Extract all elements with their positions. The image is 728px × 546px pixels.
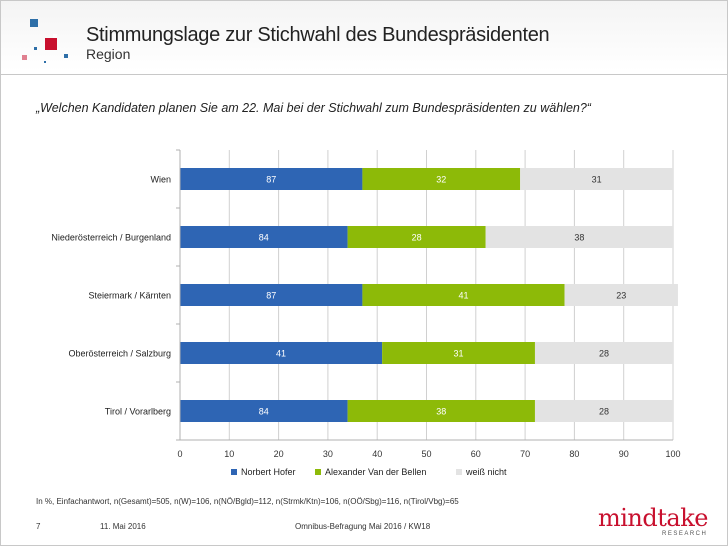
legend-swatch [315, 469, 321, 475]
x-axis: 0 10 20 30 40 50 60 70 80 90 100 [176, 149, 681, 459]
slide-date: 11. Mai 2016 [100, 522, 146, 531]
x-tick-label: 100 [665, 449, 680, 459]
category-labels: Wien Niederösterreich / Burgenland Steierm… [51, 175, 171, 417]
data-label: 28 [412, 233, 422, 243]
bar-segment [362, 284, 565, 306]
bar-segment [520, 168, 673, 190]
legend-label: Norbert Hofer [241, 467, 296, 477]
category-label: Oberösterreich / Salzburg [68, 349, 171, 359]
header-background [1, 1, 727, 71]
data-label: 31 [454, 349, 464, 359]
data-label: 31 [592, 175, 602, 185]
x-tick-label: 30 [323, 449, 333, 459]
legend-swatch [456, 469, 462, 475]
data-label: 41 [276, 349, 286, 359]
x-tick-label: 10 [224, 449, 234, 459]
bar-segment [534, 400, 673, 422]
category-label: Tirol / Vorarlberg [105, 407, 171, 417]
bar-segment [564, 284, 678, 306]
data-label: 87 [266, 291, 276, 301]
slide-subtitle: Region [86, 46, 131, 62]
data-label: 84 [259, 407, 269, 417]
data-label: 38 [574, 233, 584, 243]
legend-label: Alexander Van der Bellen [325, 467, 426, 477]
bar-segment [347, 400, 535, 422]
bars [180, 168, 678, 422]
bar-segment [180, 226, 348, 248]
data-label: 28 [599, 349, 609, 359]
legend: Norbert Hofer Alexander Van der Bellen wei… [231, 467, 507, 477]
bar-segment [180, 284, 363, 306]
bar-segment [180, 168, 363, 190]
bar-segment [534, 342, 673, 364]
data-label: 32 [436, 175, 446, 185]
bar-segment [347, 226, 486, 248]
survey-question: „Welchen Kandidaten planen Sie am 22. Ma… [36, 101, 591, 115]
footnote: In %, Einfachantwort, n(Gesamt)=505, n(W… [36, 497, 459, 506]
category-label: Niederösterreich / Burgenland [51, 233, 171, 243]
x-tick-label: 40 [372, 449, 382, 459]
data-labels: 87 32 31 84 28 38 87 41 23 41 31 28 84 38 28 [259, 175, 626, 417]
data-label: 41 [458, 291, 468, 301]
bar-segment [485, 226, 673, 248]
logo-subtext: RESEARCH [662, 531, 708, 537]
data-label: 28 [599, 407, 609, 417]
data-label: 87 [266, 175, 276, 185]
bar-segment [382, 342, 535, 364]
bar-segment [180, 342, 383, 364]
category-label: Wien [150, 175, 171, 185]
data-label: 38 [436, 407, 446, 417]
page-number: 7 [36, 522, 41, 531]
legend-swatch [231, 469, 237, 475]
x-tick-label: 20 [274, 449, 284, 459]
logo-wordmark: mindtake [598, 504, 708, 532]
x-tick-label: 70 [520, 449, 530, 459]
x-tick-label: 50 [421, 449, 431, 459]
x-tick-label: 0 [177, 449, 182, 459]
x-tick-label: 90 [619, 449, 629, 459]
x-tick-label: 80 [569, 449, 579, 459]
bar-segment [362, 168, 521, 190]
source-note: Omnibus-Befragung Mai 2016 / KW18 [295, 522, 431, 531]
data-label: 23 [616, 291, 626, 301]
slide-title: Stimmungslage zur Stichwahl des Bundespr… [86, 24, 550, 46]
data-label: 84 [259, 233, 269, 243]
x-tick-label: 60 [471, 449, 481, 459]
bar-segment [180, 400, 348, 422]
header-divider [1, 74, 727, 75]
mindtake-logo: mindtake RESEARCH [598, 506, 716, 542]
legend-label: weiß nicht [465, 467, 507, 477]
category-label: Steiermark / Kärnten [88, 291, 171, 301]
